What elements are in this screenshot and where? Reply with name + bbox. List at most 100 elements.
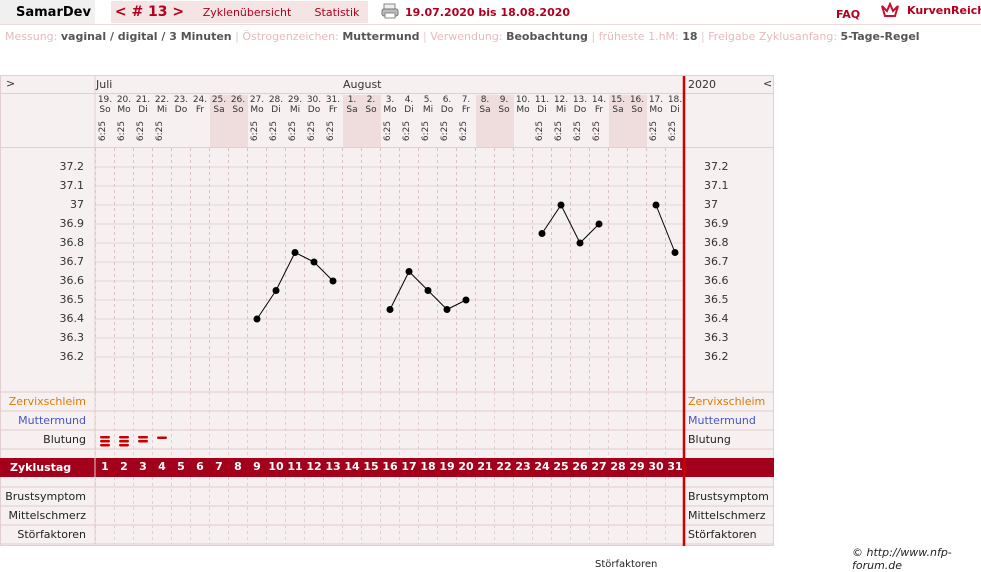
day-header[interactable]: 26. So <box>228 95 248 147</box>
chart-prev-arrow[interactable]: > <box>6 77 16 90</box>
day-header[interactable]: 16. So <box>627 95 647 147</box>
fhm-value: 18 <box>682 30 698 43</box>
temperature-point <box>538 230 546 237</box>
faq-link[interactable]: FAQ <box>836 8 861 21</box>
cycle-info: Messung: vaginal / digital / 3 Minuten |… <box>5 30 920 43</box>
bleeding-mark <box>119 440 129 443</box>
day-header[interactable]: 9. So <box>494 95 514 147</box>
blutung-label-right: Blutung <box>688 433 731 446</box>
temperature-point <box>576 239 584 247</box>
day-header[interactable]: 24. Fr <box>192 95 208 115</box>
y-tick-label-right: 36.9 <box>704 217 729 230</box>
cycle-day-number: 28 <box>610 460 626 473</box>
temperature-point <box>595 220 603 228</box>
day-header[interactable]: 13. Do <box>572 95 588 115</box>
y-tick-label-right: 37 <box>704 198 718 211</box>
bleeding-mark <box>138 436 148 439</box>
freigabe-label: Freigabe Zyklusanfang: <box>708 30 838 43</box>
day-header[interactable]: 6. Do <box>440 95 454 115</box>
y-tick-label-left: 37.2 <box>59 160 85 173</box>
zervix-label-left: Zervixschleim <box>8 395 86 408</box>
day-header[interactable]: 11. Di <box>534 95 550 115</box>
y-tick-label-left: 37 <box>70 198 84 211</box>
y-tick-label-right: 36.2 <box>704 350 729 363</box>
cycle-day-number: 31 <box>667 460 683 473</box>
cycle-day-number: 18 <box>420 460 436 473</box>
date-range: 19.07.2020 bis 18.08.2020 <box>405 6 571 19</box>
day-header[interactable]: 1. Sa <box>342 95 362 147</box>
day-header[interactable]: 8. Sa <box>475 95 495 147</box>
messung-value: vaginal / digital / 3 Minuten <box>60 30 232 43</box>
temperature-segment <box>294 252 315 263</box>
day-header[interactable]: 18. Di <box>667 95 683 115</box>
y-tick-label-right: 37.1 <box>704 179 729 192</box>
chart-next-arrow[interactable]: < <box>763 77 773 90</box>
cycle-day-number: 19 <box>439 460 455 473</box>
temperature-point <box>557 201 565 209</box>
day-header[interactable]: 14. Fr <box>591 95 607 115</box>
header-divider <box>0 24 981 25</box>
day-header[interactable]: 27. Mo <box>249 95 265 115</box>
day-header[interactable]: 17. Mo <box>648 95 664 115</box>
y-tick-label-right: 36.7 <box>704 255 729 268</box>
y-tick-label-right: 36.6 <box>704 274 729 287</box>
day-header[interactable]: 31. Fr <box>325 95 341 115</box>
temperature-point <box>671 249 679 256</box>
temperature-point <box>253 315 261 323</box>
y-tick-label-left: 36.2 <box>59 350 85 363</box>
day-header[interactable]: 21. Di <box>135 95 151 115</box>
tab-cycle-overview[interactable]: Zyklenübersicht <box>188 1 306 23</box>
brand-link[interactable]: KurvenReich <box>907 4 981 17</box>
day-header[interactable]: 23. Do <box>173 95 189 115</box>
cycle-navigator[interactable]: < # 13 > <box>111 1 188 23</box>
cycle-day-number: 27 <box>591 460 607 473</box>
copyright: © http://www.nfp-forum.de <box>852 546 952 572</box>
tab-statistics[interactable]: Statistik <box>306 1 368 23</box>
bleeding-mark <box>100 444 110 447</box>
cycle-day-number: 23 <box>515 460 531 473</box>
day-header[interactable]: 7. Fr <box>461 95 471 115</box>
y-tick-label-right: 36.5 <box>704 293 729 306</box>
oestrogen-value: Muttermund <box>342 30 420 43</box>
cycle-day-number: 25 <box>553 460 569 473</box>
cycle-day-number: 4 <box>158 460 166 473</box>
day-header[interactable]: 28. Di <box>268 95 284 115</box>
brust-label-left: Brustsymptom <box>5 490 86 503</box>
day-header[interactable]: 2. So <box>361 95 381 147</box>
y-tick-label-right: 37.2 <box>704 160 729 173</box>
mittel-label-left: Mittelschmerz <box>8 509 86 522</box>
temperature-segment <box>256 290 277 320</box>
day-header[interactable]: 4. Di <box>404 95 414 115</box>
day-header[interactable]: 20. Mo <box>116 95 132 115</box>
y-tick-label-right: 36.8 <box>704 236 729 249</box>
temperature-segment <box>427 290 448 310</box>
day-header[interactable]: 10. Mo <box>515 95 531 115</box>
y-tick-label-left: 37.1 <box>59 179 85 192</box>
cycle-day-number: 8 <box>234 460 242 473</box>
day-header[interactable]: 15. Sa <box>608 95 628 147</box>
day-header[interactable]: 22. Mi <box>154 95 170 115</box>
muttermund-label-right: Muttermund <box>688 414 756 427</box>
cycle-day-number: 3 <box>139 460 147 473</box>
cycle-day-number: 11 <box>287 460 303 473</box>
day-header[interactable]: 12. Mi <box>553 95 569 115</box>
day-header[interactable]: 3. Mo <box>383 95 397 115</box>
bleeding-mark <box>157 436 167 439</box>
day-header[interactable]: 5. Mi <box>422 95 434 115</box>
verwendung-value: Beobachtung <box>506 30 588 43</box>
zyklustag-bar <box>0 458 774 477</box>
print-icon[interactable] <box>381 3 399 19</box>
temperature-point <box>462 296 470 304</box>
day-header[interactable]: 30. Do <box>306 95 322 115</box>
y-tick-label-left: 36.7 <box>59 255 85 268</box>
day-header[interactable]: 25. Sa <box>209 95 229 147</box>
temperature-segment <box>275 252 296 291</box>
y-tick-label-right: 36.4 <box>704 312 729 325</box>
temperature-point <box>405 268 413 275</box>
brust-label-right: Brustsymptom <box>688 490 769 503</box>
month-august: August <box>343 78 382 91</box>
day-header[interactable]: 19. So <box>97 95 113 115</box>
cycle-day-number: 14 <box>344 460 360 473</box>
day-header[interactable]: 29. Mi <box>287 95 303 115</box>
temperature-point <box>329 277 337 285</box>
